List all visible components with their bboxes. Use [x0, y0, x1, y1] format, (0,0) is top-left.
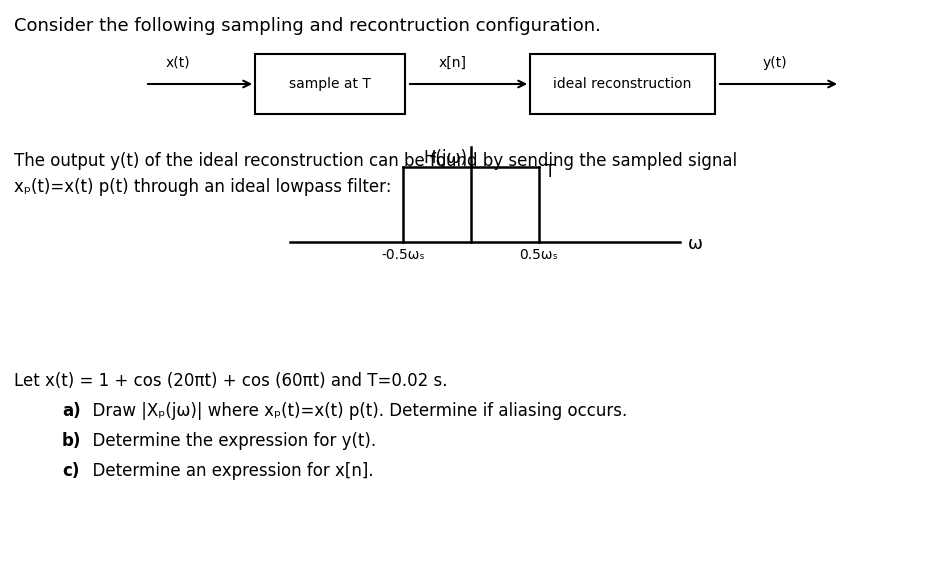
- Text: xₚ(t)=x(t) p(t) through an ideal lowpass filter:: xₚ(t)=x(t) p(t) through an ideal lowpass…: [14, 178, 392, 196]
- Text: x[n]: x[n]: [439, 56, 467, 70]
- Bar: [530, 54, 715, 114]
- Text: ideal reconstruction: ideal reconstruction: [553, 77, 691, 91]
- Text: The output y(t) of the ideal reconstruction can be found by sending the sampled : The output y(t) of the ideal reconstruct…: [14, 152, 738, 170]
- Text: c): c): [62, 462, 79, 480]
- Text: 0.5ωₛ: 0.5ωₛ: [520, 248, 559, 262]
- Text: H(jω): H(jω): [423, 149, 467, 167]
- Text: Determine an expression for x[n].: Determine an expression for x[n].: [82, 462, 374, 480]
- Text: Let x(t) = 1 + cos (20πt) + cos (60πt) and T=0.02 s.: Let x(t) = 1 + cos (20πt) + cos (60πt) a…: [14, 372, 447, 390]
- Text: Consider the following sampling and recontruction configuration.: Consider the following sampling and reco…: [14, 17, 601, 35]
- Text: -0.5ωₛ: -0.5ωₛ: [382, 248, 425, 262]
- Text: b): b): [62, 432, 81, 450]
- Text: T: T: [545, 163, 555, 181]
- Text: y(t): y(t): [763, 56, 788, 70]
- Text: sample at T: sample at T: [289, 77, 371, 91]
- Text: x(t): x(t): [166, 56, 190, 70]
- Text: ω: ω: [688, 235, 703, 253]
- Text: Determine the expression for y(t).: Determine the expression for y(t).: [82, 432, 376, 450]
- Text: Draw |Xₚ(jω)| where xₚ(t)=x(t) p(t). Determine if aliasing occurs.: Draw |Xₚ(jω)| where xₚ(t)=x(t) p(t). Det…: [82, 402, 627, 420]
- Text: a): a): [62, 402, 81, 420]
- Bar: [255, 54, 405, 114]
